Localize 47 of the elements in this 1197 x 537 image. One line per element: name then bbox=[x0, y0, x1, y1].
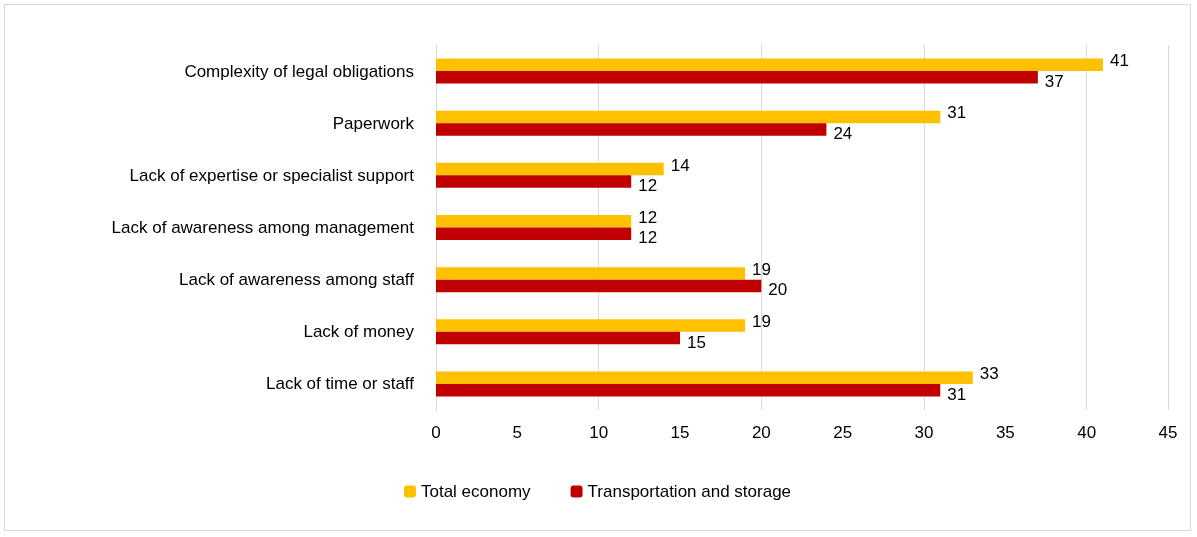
y-tick-label: Lack of awareness among management bbox=[111, 218, 415, 237]
x-tick-label: 0 bbox=[431, 423, 441, 442]
bar bbox=[436, 331, 680, 345]
legend-label: Transportation and storage bbox=[587, 482, 792, 501]
bar bbox=[436, 110, 941, 124]
legend-label: Total economy bbox=[420, 482, 532, 501]
x-tick-label: 35 bbox=[995, 423, 1015, 442]
y-tick-label: Lack of time or staff bbox=[265, 374, 415, 394]
bar bbox=[436, 267, 746, 280]
data-label: 31 bbox=[947, 103, 967, 123]
y-tick-label: Lack of awareness among staff bbox=[179, 270, 415, 290]
data-label: 19 bbox=[752, 259, 771, 279]
bar bbox=[436, 71, 1038, 84]
data-label: 31 bbox=[947, 384, 967, 404]
data-label: 15 bbox=[687, 332, 706, 352]
data-label: 24 bbox=[833, 123, 853, 143]
x-tick-label: 5 bbox=[512, 423, 523, 442]
data-label: 12 bbox=[638, 228, 658, 248]
bar bbox=[436, 227, 632, 241]
x-tick-label: 30 bbox=[914, 423, 934, 442]
bar bbox=[436, 123, 827, 136]
data-label: 33 bbox=[979, 364, 999, 384]
bar bbox=[436, 58, 1103, 72]
bar bbox=[436, 279, 762, 293]
data-label: 12 bbox=[638, 207, 658, 227]
y-tick-label: Complexity of legal obligations bbox=[184, 61, 414, 81]
bar bbox=[436, 371, 973, 384]
data-label: 37 bbox=[1044, 71, 1064, 91]
y-tick-label: Lack of money bbox=[303, 322, 415, 342]
x-tick-label: 25 bbox=[833, 423, 853, 442]
x-tick-label: 10 bbox=[589, 423, 609, 442]
x-tick-label: 20 bbox=[751, 423, 771, 442]
data-label: 41 bbox=[1109, 51, 1129, 71]
bar bbox=[436, 319, 746, 332]
bar bbox=[436, 214, 632, 228]
bar bbox=[436, 162, 664, 176]
x-tick-label: 15 bbox=[670, 423, 690, 442]
bar bbox=[436, 383, 941, 397]
y-tick-label: Lack of expertise or specialist support bbox=[129, 165, 415, 185]
data-label: 14 bbox=[670, 155, 690, 175]
data-label: 20 bbox=[768, 280, 788, 300]
x-tick-label: 45 bbox=[1158, 423, 1178, 442]
x-tick-label: 40 bbox=[1077, 423, 1097, 442]
data-label: 19 bbox=[752, 312, 771, 332]
data-label: 12 bbox=[638, 176, 658, 196]
y-tick-label: Paperwork bbox=[332, 113, 415, 133]
bar bbox=[436, 175, 632, 188]
